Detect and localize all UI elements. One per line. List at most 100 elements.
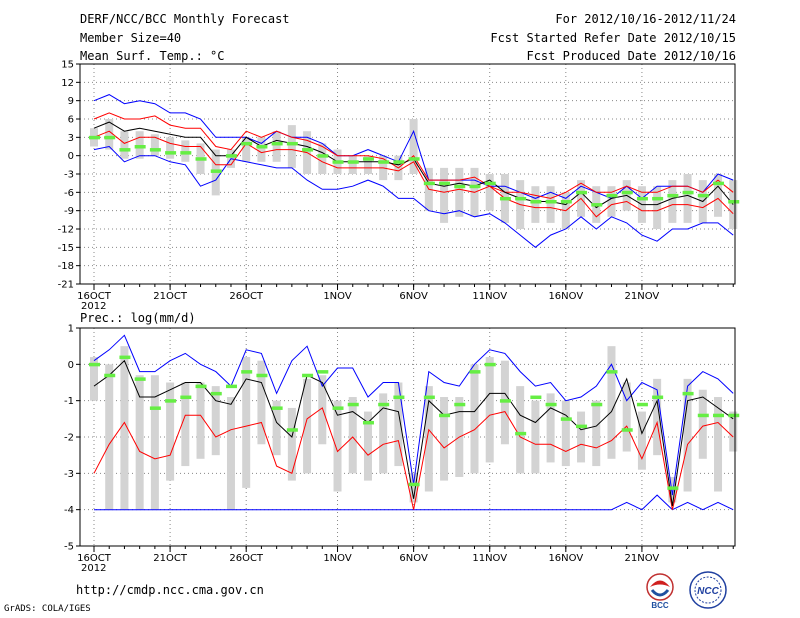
median-marker — [347, 160, 359, 164]
median-marker — [713, 181, 725, 186]
box-bar — [150, 134, 159, 156]
y-tick-label: 0 — [68, 360, 74, 371]
box-bar — [622, 382, 631, 452]
median-marker — [682, 190, 694, 195]
box-bar — [348, 155, 357, 174]
box-bar — [440, 167, 449, 223]
box-bar — [607, 346, 616, 459]
y-tick-label: -5 — [64, 542, 74, 553]
median-marker — [119, 148, 131, 152]
x-tick-label: 21NOV — [625, 291, 660, 302]
box-bar — [698, 389, 707, 459]
box-bar — [546, 393, 555, 463]
median-marker — [423, 395, 435, 400]
box-bar — [318, 143, 327, 174]
median-marker — [104, 135, 116, 140]
member-size: Member Size=40 — [80, 31, 182, 45]
y-tick-label: -2 — [64, 433, 74, 444]
median-marker — [378, 402, 390, 407]
box-bar — [363, 155, 372, 174]
variable-label: Mean Surf. Temp.: °C — [80, 49, 225, 63]
median-marker — [515, 196, 527, 201]
median-marker — [286, 428, 298, 432]
y-tick-label: -15 — [58, 243, 74, 254]
median-marker — [378, 160, 390, 164]
x-tick-label: 26OCT — [229, 291, 264, 302]
box-bar — [303, 378, 312, 474]
y-tick-label: -4 — [64, 505, 74, 516]
median-marker — [530, 200, 542, 204]
y-tick-label: 12 — [61, 78, 74, 89]
box-bar — [242, 357, 251, 488]
median-marker — [195, 384, 207, 389]
median-marker — [149, 148, 161, 152]
grads-credit: GrADS: COLA/IGES — [4, 604, 91, 614]
started-date: Fcst Started Refer Date 2012/10/15 — [490, 31, 736, 45]
median-marker — [423, 181, 435, 186]
website-url[interactable]: http://cmdp.ncc.cma.gov.cn — [76, 583, 264, 597]
median-marker — [317, 154, 329, 158]
box-bar — [683, 378, 692, 492]
x-tick-label: 16OCT — [77, 291, 112, 302]
median-marker — [682, 391, 694, 396]
median-marker — [104, 373, 116, 378]
box-bar — [394, 382, 403, 467]
median-marker — [697, 193, 709, 198]
chart-title: DERF/NCC/BCC Monthly Forecast — [80, 12, 290, 26]
y-tick-label: -12 — [58, 225, 74, 236]
box-bar — [531, 186, 540, 223]
box-bar — [226, 397, 235, 510]
median-marker — [621, 190, 633, 195]
box-bar — [196, 382, 205, 459]
median-marker — [408, 482, 420, 487]
median-marker — [728, 413, 740, 418]
box-bar — [729, 411, 738, 452]
box-bar — [135, 131, 144, 159]
box-bar — [287, 407, 296, 481]
median-marker — [621, 428, 633, 432]
box-bar — [470, 364, 479, 474]
median-marker — [89, 135, 100, 140]
median-marker — [347, 402, 359, 407]
median-marker — [728, 200, 740, 204]
x-tick-label: 11NOV — [472, 291, 507, 302]
median-marker — [591, 203, 603, 207]
median-marker — [241, 370, 253, 374]
box-bar — [516, 386, 525, 474]
median-marker — [225, 384, 237, 389]
series-line-lower — [93, 130, 734, 218]
median-marker — [165, 399, 177, 403]
series-line-mean — [93, 359, 734, 507]
box-bar — [105, 119, 114, 150]
median-marker — [271, 141, 283, 146]
median-marker — [271, 406, 283, 410]
y-tick-label: -9 — [64, 206, 74, 217]
median-marker — [119, 355, 131, 360]
box-bar — [561, 400, 570, 467]
box-bar — [531, 400, 540, 474]
median-marker — [302, 373, 314, 378]
median-marker — [393, 395, 405, 400]
y-tick-label: -6 — [64, 188, 74, 199]
median-marker — [515, 431, 527, 436]
median-marker — [165, 151, 177, 155]
median-marker — [606, 193, 618, 198]
median-marker — [302, 148, 314, 152]
median-marker — [713, 413, 725, 418]
median-marker — [89, 362, 100, 367]
box-bar — [714, 174, 723, 217]
box-bar — [668, 180, 677, 223]
box-bar — [181, 140, 190, 162]
prec-panel-title: Prec.: log(mm/d) — [80, 311, 196, 325]
median-marker — [210, 391, 222, 396]
box-bar — [637, 411, 646, 470]
median-marker — [652, 196, 664, 201]
y-tick-label: 1 — [68, 324, 74, 335]
box-bar — [546, 186, 555, 223]
y-tick-label: 9 — [68, 96, 74, 107]
median-marker — [439, 413, 451, 418]
median-marker — [195, 157, 207, 161]
median-marker — [667, 486, 679, 490]
